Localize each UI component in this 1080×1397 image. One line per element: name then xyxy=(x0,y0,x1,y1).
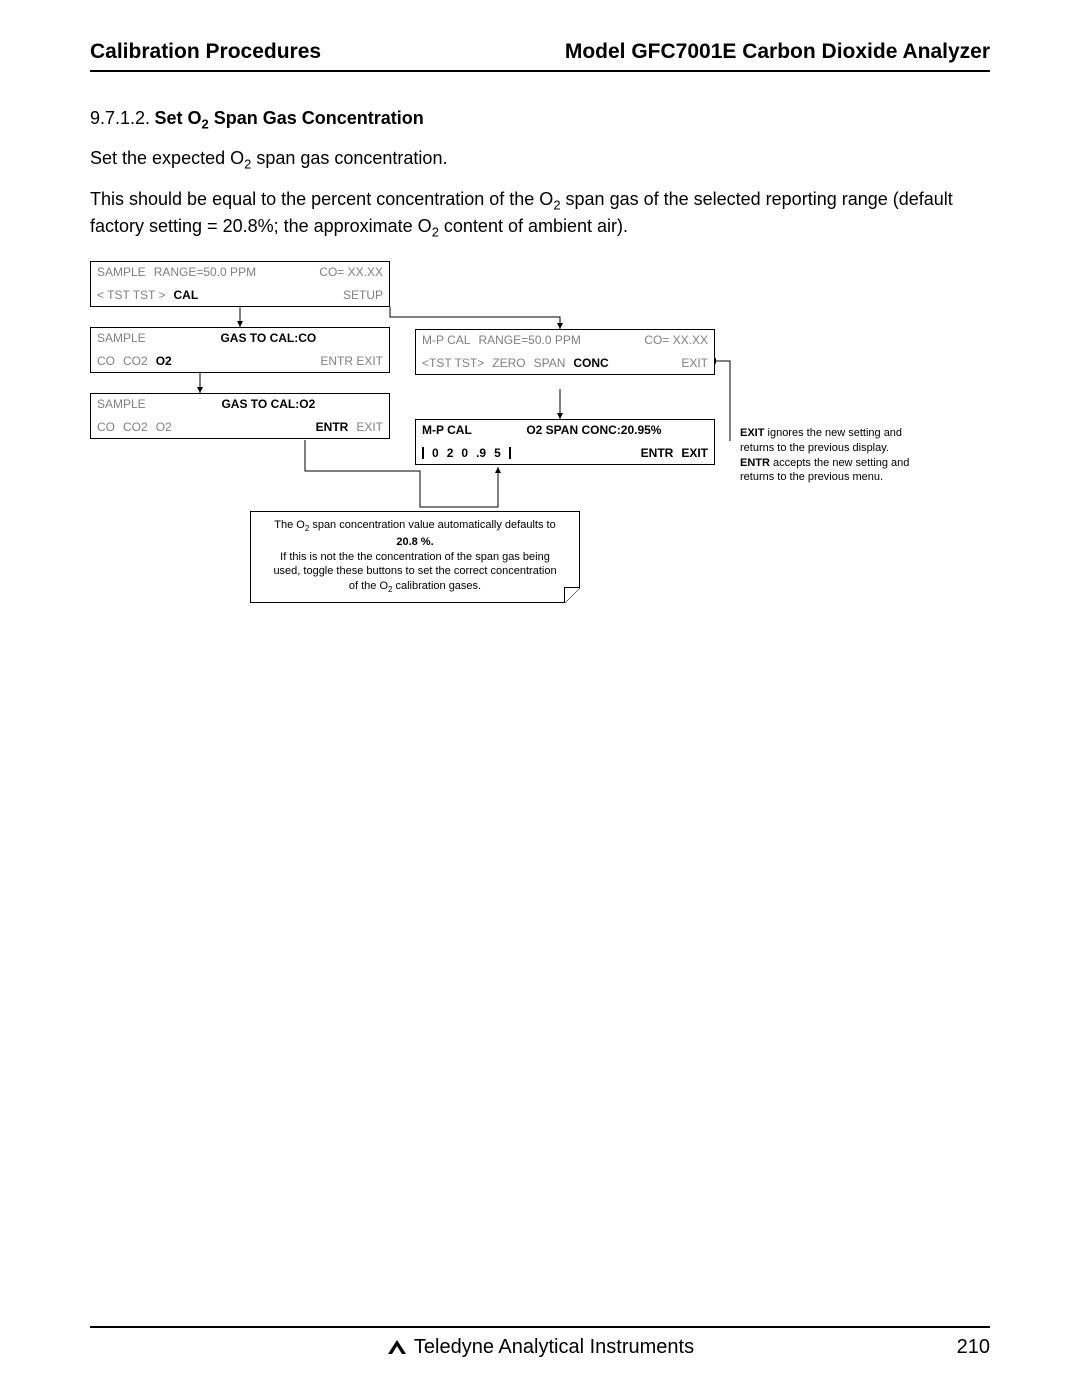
p1-pre: Set the expected O xyxy=(90,148,244,168)
sidenote-a: EXIT ignores the new setting and returns… xyxy=(740,426,920,456)
s2-co2: CO2 xyxy=(123,354,148,368)
screen-mp-cal: M-P CAL RANGE=50.0 PPM CO= XX.XX <TST TS… xyxy=(415,329,715,375)
page-number: 210 xyxy=(957,1336,990,1359)
callout-l3: If this is not the the concentration of … xyxy=(259,550,571,565)
side-note: EXIT ignores the new setting and returns… xyxy=(740,426,920,485)
s5-d1: 0 xyxy=(432,446,439,460)
footer-center: Teledyne Analytical Instruments xyxy=(90,1336,990,1359)
s4-span: SPAN xyxy=(534,356,566,370)
s3-exit: EXIT xyxy=(356,420,383,434)
s3-entr: ENTR xyxy=(316,420,349,434)
callout-l4: used, toggle these buttons to set the co… xyxy=(259,564,571,579)
s4-mpcal: M-P CAL xyxy=(422,333,470,347)
flow-diagram: SAMPLE RANGE=50.0 PPM CO= XX.XX < TST TS… xyxy=(90,261,990,621)
header-right: Model GFC7001E Carbon Dioxide Analyzer xyxy=(565,40,990,64)
s4-conc: CONC xyxy=(573,356,608,370)
header-left: Calibration Procedures xyxy=(90,40,321,64)
s3-sample: SAMPLE xyxy=(97,397,146,411)
s3-o2: O2 xyxy=(156,420,172,434)
s2-sample: SAMPLE xyxy=(97,331,146,345)
s4-tst: <TST TST> xyxy=(422,356,484,370)
section-number: 9.7.1.2. xyxy=(90,108,150,128)
s2-title: GAS TO CAL:CO xyxy=(220,331,316,345)
footer-brand: Teledyne Analytical Instruments xyxy=(414,1336,694,1358)
section-title-pre: Set O xyxy=(155,108,202,128)
s1-range: RANGE=50.0 PPM xyxy=(154,265,256,279)
s3-co2: CO2 xyxy=(123,420,148,434)
s3-title: GAS TO CAL:O2 xyxy=(221,397,315,411)
s5-exit: EXIT xyxy=(681,446,708,460)
section-title: Set O2 Span Gas Concentration xyxy=(155,108,424,128)
paragraph-2: This should be equal to the percent conc… xyxy=(90,187,990,241)
s5-mpcal: M-P CAL xyxy=(422,423,472,437)
screen-o2-span-conc: M-P CAL O2 SPAN CONC:20.95% 0 2 0 .9 5 E… xyxy=(415,419,715,465)
callout-l2: 20.8 %. xyxy=(259,535,571,550)
p2-sub1: 2 xyxy=(553,197,560,212)
page-header: Calibration Procedures Model GFC7001E Ca… xyxy=(90,40,990,72)
s4-range: RANGE=50.0 PPM xyxy=(478,333,580,347)
section-title-sub: 2 xyxy=(202,117,209,132)
page: Calibration Procedures Model GFC7001E Ca… xyxy=(0,0,1080,1397)
paragraph-1: Set the expected O2 span gas concentrati… xyxy=(90,146,990,173)
screen-gas-to-cal-o2: SAMPLE GAS TO CAL:O2 CO CO2 O2 ENTR EXIT xyxy=(90,393,390,439)
section-heading: 9.7.1.2. Set O2 Span Gas Concentration xyxy=(90,108,990,132)
s4-co: CO= XX.XX xyxy=(644,333,708,347)
s1-cal: CAL xyxy=(173,288,198,302)
s3-co: CO xyxy=(97,420,115,434)
s5-entr: ENTR xyxy=(641,446,674,460)
s1-sample: SAMPLE xyxy=(97,265,146,279)
s2-o2: O2 xyxy=(156,354,172,368)
s1-tst: < TST TST > xyxy=(97,288,165,302)
p1-post: span gas concentration. xyxy=(251,148,447,168)
p2-sub2: 2 xyxy=(432,224,439,239)
callout-l5: of the O2 calibration gases. xyxy=(259,579,571,596)
s5-d2: 2 xyxy=(447,446,454,460)
screen-gas-to-cal-co: SAMPLE GAS TO CAL:CO CO CO2 O2 ENTR EXIT xyxy=(90,327,390,373)
s1-setup: SETUP xyxy=(343,288,383,302)
callout-fold-icon xyxy=(564,587,580,603)
page-footer: Teledyne Analytical Instruments 210 xyxy=(90,1326,990,1359)
s2-entr-exit: ENTR EXIT xyxy=(320,354,383,368)
s1-co: CO= XX.XX xyxy=(319,265,383,279)
teledyne-logo-icon xyxy=(386,1338,408,1356)
s5-d5: 5 xyxy=(494,446,501,460)
p2-post: content of ambient air). xyxy=(439,216,628,236)
s5-d3: 0 xyxy=(461,446,468,460)
s5-title: O2 SPAN CONC:20.95% xyxy=(526,423,661,437)
callout-l1: The O2 span concentration value automati… xyxy=(259,518,571,535)
sidenote-b: ENTR accepts the new setting and returns… xyxy=(740,456,920,486)
s2-co: CO xyxy=(97,354,115,368)
screen-sample-initial: SAMPLE RANGE=50.0 PPM CO= XX.XX < TST TS… xyxy=(90,261,390,307)
s4-exit: EXIT xyxy=(681,356,708,370)
p2-pre: This should be equal to the percent conc… xyxy=(90,189,553,209)
section-title-post: Span Gas Concentration xyxy=(209,108,424,128)
s5-d4: .9 xyxy=(476,446,486,460)
s4-zero: ZERO xyxy=(492,356,525,370)
callout-note: The O2 span concentration value automati… xyxy=(250,511,580,603)
